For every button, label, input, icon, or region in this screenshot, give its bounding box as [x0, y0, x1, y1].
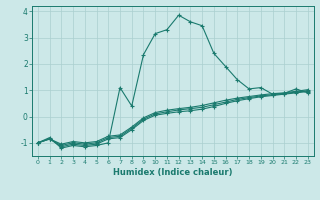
X-axis label: Humidex (Indice chaleur): Humidex (Indice chaleur) [113, 168, 233, 177]
